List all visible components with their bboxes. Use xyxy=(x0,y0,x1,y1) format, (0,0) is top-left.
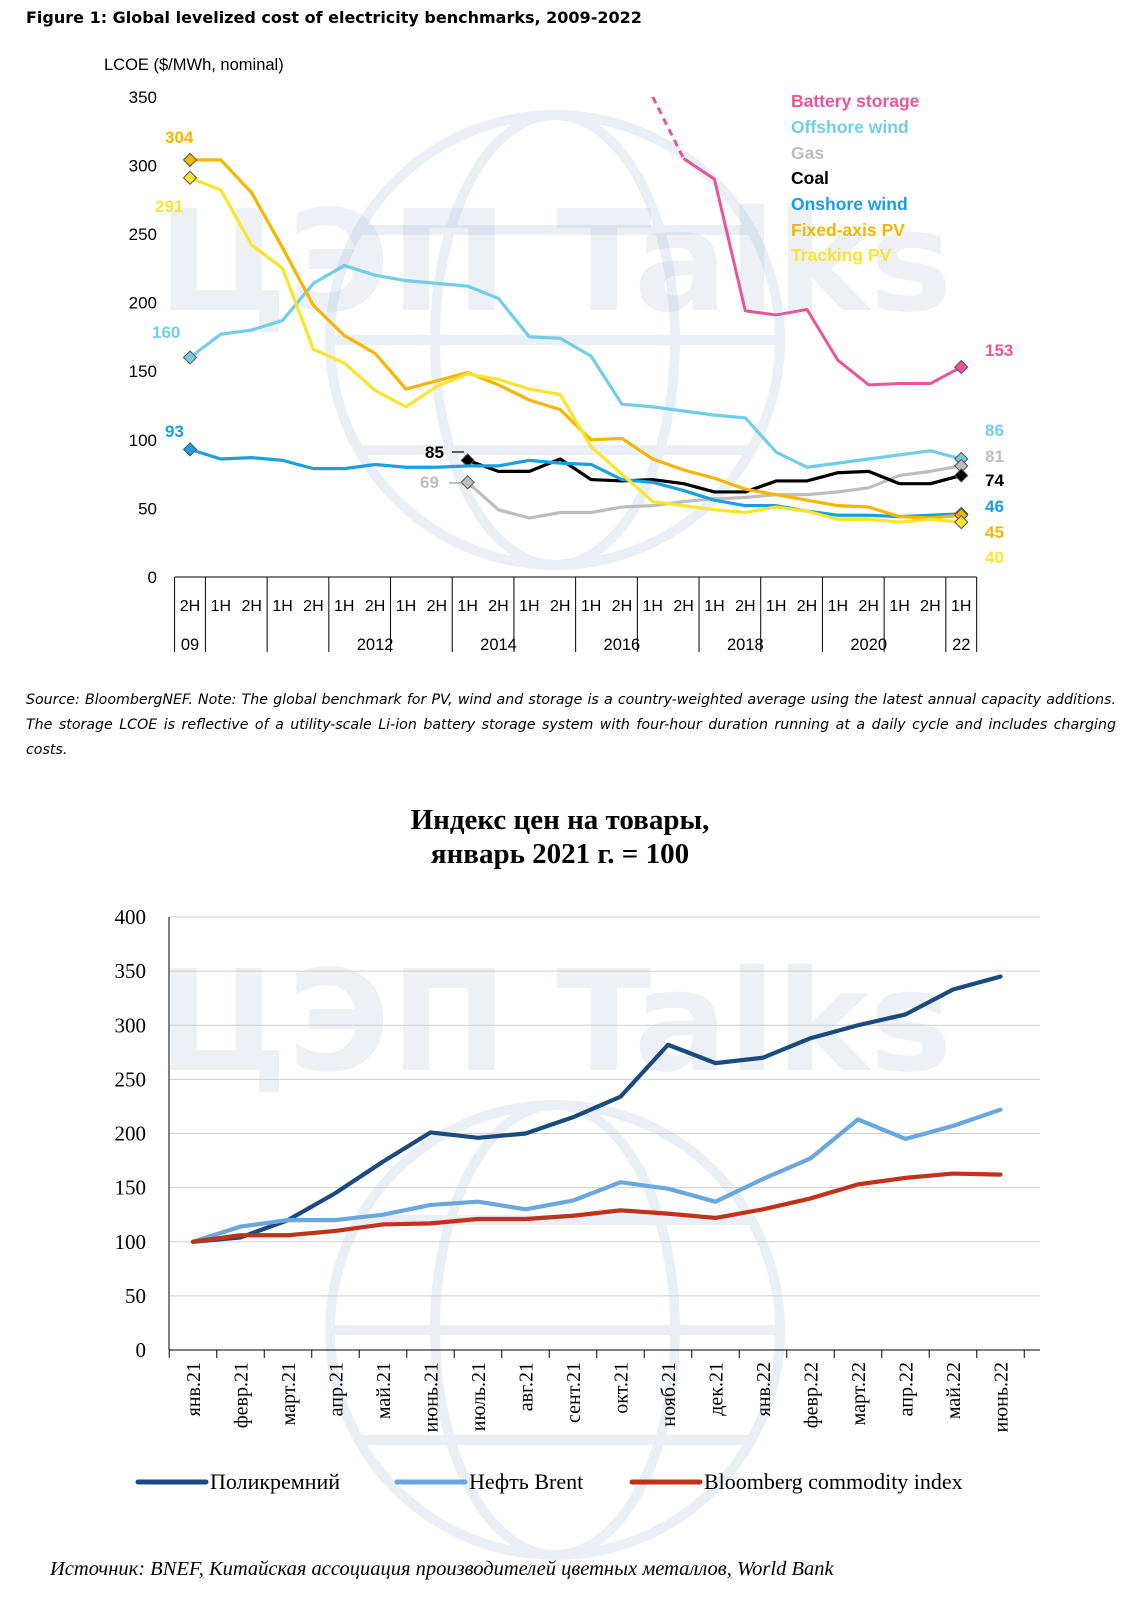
series-fixed-axis-pv xyxy=(182,152,969,523)
x-tick-label: 2H xyxy=(858,598,878,615)
series-start-label: 85 xyxy=(425,443,444,462)
watermark-logo-bottom xyxy=(325,1100,785,1560)
x-tick-label: 2H xyxy=(735,598,755,615)
figure1-title: Figure 1: Global levelized cost of elect… xyxy=(26,8,642,27)
series-end-label: 153 xyxy=(985,341,1013,360)
x-tick-label: 1H xyxy=(704,598,724,615)
series-line-dashed xyxy=(651,96,685,160)
x-tick-label: 1H xyxy=(581,598,601,615)
series-start-label: 69 xyxy=(420,473,439,492)
series-tracking-pv xyxy=(182,170,969,530)
x-tick-label: 2H xyxy=(303,598,323,615)
y-tick-label: 350 xyxy=(129,88,157,107)
series-line xyxy=(682,157,962,387)
x-year-label: 09 xyxy=(181,636,199,654)
x-tick-label: 1H xyxy=(519,598,539,615)
legend-entry: Gas xyxy=(791,143,824,163)
series-marker xyxy=(182,170,198,185)
series-end-label: 46 xyxy=(985,497,1004,516)
series-end-label: 74 xyxy=(985,471,1004,490)
y-tick-label: 250 xyxy=(129,225,157,244)
figure2-source: Источник: BNEF, Китайская ассоциация про… xyxy=(50,1558,834,1580)
x-tick-label: 1H xyxy=(457,598,477,615)
figure2-title-line2: январь 2021 г. = 100 xyxy=(430,838,690,870)
x-tick-label: 1H xyxy=(643,598,663,615)
series-marker xyxy=(954,468,969,483)
lcoe-chart: LCOE ($/MWh, nominal) 0 50 100 150 200 250 300 3… xyxy=(104,56,1013,654)
x-tick-label: 2H xyxy=(550,598,570,615)
watermark-logo-top xyxy=(325,110,785,570)
x-year-label: 2016 xyxy=(604,636,641,654)
x-year-label: 2020 xyxy=(850,636,887,654)
x-tick-label: 2H xyxy=(920,598,940,615)
x-tick-label: 1H xyxy=(272,598,292,615)
y-tick-label: 100 xyxy=(129,431,157,450)
x-tick-label: 2H xyxy=(365,598,385,615)
series-end-label: 40 xyxy=(985,548,1004,567)
x-tick-label: 1H xyxy=(766,598,786,615)
x-year-label: 2014 xyxy=(480,636,517,654)
series-marker xyxy=(954,514,969,530)
y-tick-label: 50 xyxy=(138,499,157,518)
legend-entry: Battery storage xyxy=(791,91,920,111)
series-offshore-wind xyxy=(182,263,969,469)
x-year-label: 2012 xyxy=(357,636,394,654)
x-tick-label: 1H xyxy=(828,598,848,615)
y-tick-label: 0 xyxy=(148,568,157,587)
x-tick-label: 2H xyxy=(180,598,200,615)
legend-entry: Fixed-axis PV xyxy=(791,220,905,240)
series-marker xyxy=(182,152,198,168)
figure2-title: Индекс цен на товары, январь 2021 г. = 1… xyxy=(200,803,920,871)
x-tick-label: 1H xyxy=(889,598,909,615)
series-marker xyxy=(460,475,475,490)
series-marker xyxy=(182,350,198,365)
x-year-label: 2018 xyxy=(727,636,764,654)
legend-entry: Tracking PV xyxy=(791,245,892,265)
legend-entry: Offshore wind xyxy=(791,117,909,137)
legend-entry: Coal xyxy=(791,168,829,188)
series-onshore-wind xyxy=(182,442,969,522)
series-line xyxy=(189,176,962,524)
x-tick-label: 1H xyxy=(951,598,971,615)
series-end-label: 86 xyxy=(985,421,1004,440)
x-tick-label: 2H xyxy=(673,598,693,615)
x-tick-label: 1H xyxy=(396,598,416,615)
y-tick-label: 200 xyxy=(129,294,157,313)
series-line xyxy=(190,158,962,520)
x-tick-label: 2H xyxy=(488,598,508,615)
series-start-label: 291 xyxy=(155,197,183,216)
y-tick-label: 150 xyxy=(129,362,157,381)
x-tick-label: 1H xyxy=(334,598,354,615)
series-line xyxy=(189,263,962,469)
series-start-label: 304 xyxy=(165,128,194,147)
y-axis-title: LCOE ($/MWh, nominal) xyxy=(104,56,284,74)
series-end-label: 81 xyxy=(985,447,1004,466)
x-tick-label: 2H xyxy=(427,598,447,615)
x-tick-label: 2H xyxy=(241,598,261,615)
watermark-text-bottom: ЦЭП Talks xyxy=(158,941,953,1104)
x-tick-label: 1H xyxy=(211,598,231,615)
series-marker xyxy=(954,359,969,375)
y-tick-label: 300 xyxy=(129,156,157,175)
series-end-label: 45 xyxy=(985,523,1004,542)
series-marker xyxy=(182,442,198,457)
series-battery-storage xyxy=(651,96,969,387)
legend-entry: Onshore wind xyxy=(791,194,908,214)
x-tick-label: 2H xyxy=(612,598,632,615)
figure2-title-line1: Индекс цен на товары, xyxy=(410,804,710,836)
x-tick-label: 2H xyxy=(797,598,817,615)
series-start-label: 160 xyxy=(152,323,180,342)
series-line xyxy=(467,457,962,494)
series-start-label: 93 xyxy=(165,422,184,441)
x-year-label: 22 xyxy=(952,636,970,654)
series-line xyxy=(189,447,962,519)
figure1-source-note: Source: BloombergNEF. Note: The global b… xyxy=(26,692,1116,758)
